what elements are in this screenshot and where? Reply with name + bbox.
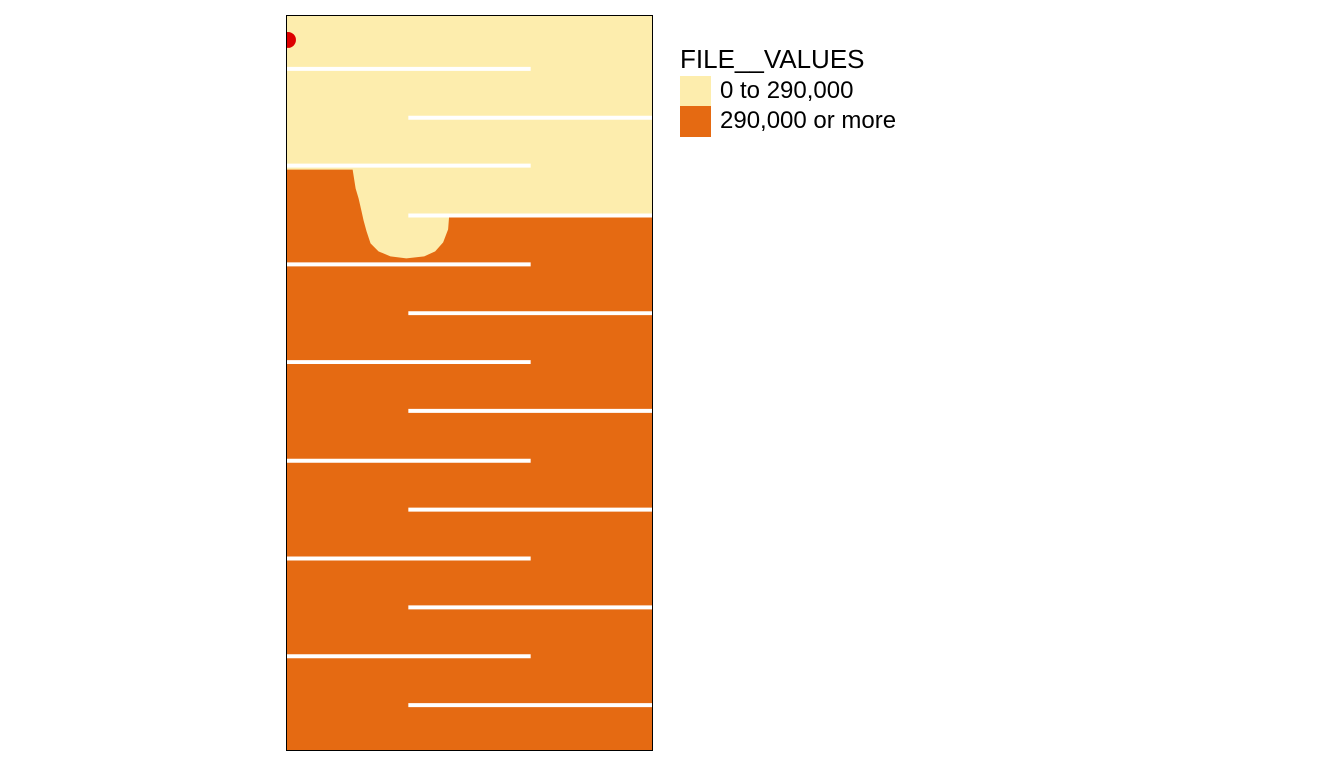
point-feature bbox=[287, 31, 296, 48]
legend-label-low: 0 to 290,000 bbox=[720, 77, 854, 104]
legend-swatch-high bbox=[680, 105, 711, 137]
raster-map bbox=[287, 16, 652, 750]
map-panel bbox=[286, 15, 653, 751]
legend-swatch-low bbox=[680, 75, 711, 107]
legend: FILE__VALUES 0 to 290,000 290,000 or mor… bbox=[680, 42, 897, 137]
legend-item-high: 290,000 or more bbox=[680, 105, 897, 137]
legend-label-high: 290,000 or more bbox=[720, 107, 897, 134]
low-value-region bbox=[287, 16, 652, 259]
legend-item-low: 0 to 290,000 bbox=[680, 75, 896, 107]
line-features bbox=[287, 66, 652, 708]
legend-title: FILE__VALUES bbox=[680, 44, 865, 74]
